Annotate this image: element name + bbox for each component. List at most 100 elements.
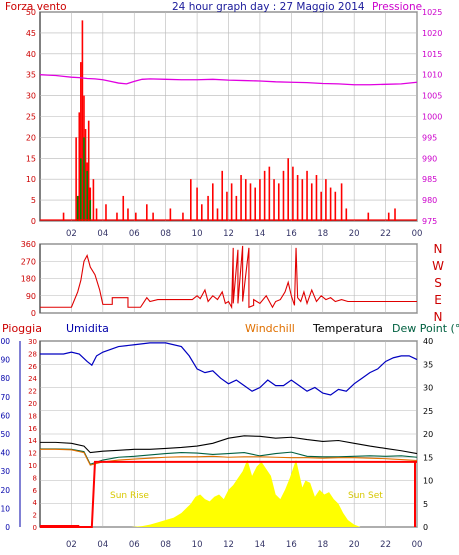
time-tick-label: 14 <box>255 540 266 550</box>
wind-panel-grid <box>40 11 418 222</box>
weather-panel-plot <box>40 342 418 528</box>
wind-tick-label: 50 <box>26 8 36 17</box>
wind-tick-label: 20 <box>26 133 36 142</box>
pressure-axis-title: Pressione <box>372 1 422 13</box>
time-tick-label: 04 <box>97 229 108 239</box>
temperature-tick-label: 5 <box>423 500 428 509</box>
direction-tick-label: 270 <box>21 257 36 266</box>
rain-tick-label: 28 <box>28 350 37 358</box>
pressure-tick-label: 985 <box>422 175 437 184</box>
temperature-line <box>40 435 418 455</box>
time-tick-label: 06 <box>129 540 140 550</box>
direction-tick-label: 90 <box>26 292 36 301</box>
rain-tick-label: 18 <box>28 412 37 420</box>
pressure-tick-label: 990 <box>422 154 437 163</box>
wind-tick-label: 35 <box>26 71 36 80</box>
humidity-tick-label: 20 <box>0 486 10 495</box>
time-tick-label: 18 <box>317 540 328 550</box>
rain-tick-label: 0 <box>33 524 37 532</box>
legend-temperatura: Temperatura <box>312 322 383 335</box>
sunset-label: Sun Set <box>348 491 383 501</box>
humidity-tick-label: 10 <box>0 504 10 513</box>
temperature-tick-label: 25 <box>423 407 433 416</box>
wind-tick-label: 30 <box>26 92 36 101</box>
wind-tick-label: 15 <box>26 154 36 163</box>
time-tick-label: 16 <box>286 540 297 550</box>
time-tick-label: 14 <box>255 229 266 239</box>
time-tick-label: 18 <box>317 229 328 239</box>
pressure-tick-label: 1015 <box>422 50 442 59</box>
time-tick-label: 20 <box>349 540 360 550</box>
legend-dewpoint: Dew Point (°C <box>392 322 459 335</box>
pressure-tick-label: 1005 <box>422 92 442 101</box>
humidity-tick-label: 90 <box>0 356 10 365</box>
wind-tick-label: 10 <box>26 175 36 184</box>
compass-label: E <box>434 293 442 307</box>
temperature-tick-label: 30 <box>423 384 433 393</box>
direction-line <box>40 245 417 310</box>
rain-tick-label: 20 <box>28 400 37 408</box>
legend-windchill: Windchill <box>245 322 295 335</box>
pressure-tick-label: 995 <box>422 133 437 142</box>
temperature-tick-label: 15 <box>423 453 433 462</box>
direction-tick-label: 360 <box>21 240 36 249</box>
sunrise-label: Sun Rise <box>110 491 149 501</box>
time-tick-label: 00 <box>412 540 423 550</box>
dewpoint-line <box>40 448 418 465</box>
rain-tick-label: 4 <box>33 499 38 507</box>
humidity-tick-label: 70 <box>0 393 10 402</box>
temperature-tick-label: 40 <box>423 337 433 346</box>
rain-tick-label: 22 <box>28 388 37 396</box>
compass-label: N <box>434 242 443 256</box>
temperature-tick-label: 35 <box>423 360 433 369</box>
pressure-tick-label: 1025 <box>422 8 442 17</box>
humidity-tick-label: 80 <box>0 374 10 383</box>
pressure-tick-label: 1000 <box>422 113 442 122</box>
weather-panel-ticks: 0510152025303540010203040506070809010002… <box>0 337 433 550</box>
legend-pioggia: Pioggia <box>2 322 42 335</box>
wind-panel-plot <box>39 20 418 221</box>
pressure-tick-label: 1010 <box>422 71 442 80</box>
compass-label: W <box>432 259 444 273</box>
humidity-tick-label: 0 <box>5 523 10 532</box>
legend-umidita: Umidita <box>66 322 109 335</box>
wind-panel-ticks: 0510152025303540455097598098599099510001… <box>26 8 443 239</box>
wind-tick-label: 40 <box>26 50 36 59</box>
wind-tick-label: 25 <box>26 113 36 122</box>
rain-tick-label: 6 <box>33 487 38 495</box>
rain-tick-label: 10 <box>28 462 37 470</box>
time-tick-label: 22 <box>380 229 391 239</box>
time-tick-label: 10 <box>192 229 203 239</box>
time-tick-label: 12 <box>223 540 234 550</box>
chart-title: 24 hour graph day : 27 Maggio 2014 <box>172 1 365 13</box>
time-tick-label: 12 <box>223 229 234 239</box>
wind-axis-title: Forza vento <box>5 1 67 13</box>
pressure-tick-label: 980 <box>422 196 437 205</box>
humidity-tick-label: 30 <box>0 467 10 476</box>
windchill-line <box>40 448 418 466</box>
wind-tick-label: 45 <box>26 29 36 38</box>
time-tick-label: 00 <box>412 229 423 239</box>
direction-tick-label: 180 <box>21 275 36 284</box>
direction-tick-label: 0 <box>31 309 36 318</box>
time-tick-label: 02 <box>66 540 77 550</box>
humidity-tick-label: 60 <box>0 411 10 420</box>
time-tick-label: 08 <box>160 229 171 239</box>
time-tick-label: 22 <box>380 540 391 550</box>
direction-panel-plot <box>40 245 417 310</box>
time-tick-label: 20 <box>349 229 360 239</box>
direction-panel-grid <box>40 243 418 314</box>
temperature-tick-label: 10 <box>423 477 433 486</box>
humidity-tick-label: 40 <box>0 449 10 458</box>
time-tick-label: 10 <box>192 540 203 550</box>
compass-label: N <box>434 310 443 324</box>
solar-area <box>131 459 361 527</box>
rain-tick-label: 8 <box>33 474 37 482</box>
wind-tick-label: 5 <box>31 196 36 205</box>
compass-label: S <box>434 276 442 290</box>
time-tick-label: 08 <box>160 540 171 550</box>
time-tick-label: 16 <box>286 229 297 239</box>
humidity-line <box>40 342 418 396</box>
